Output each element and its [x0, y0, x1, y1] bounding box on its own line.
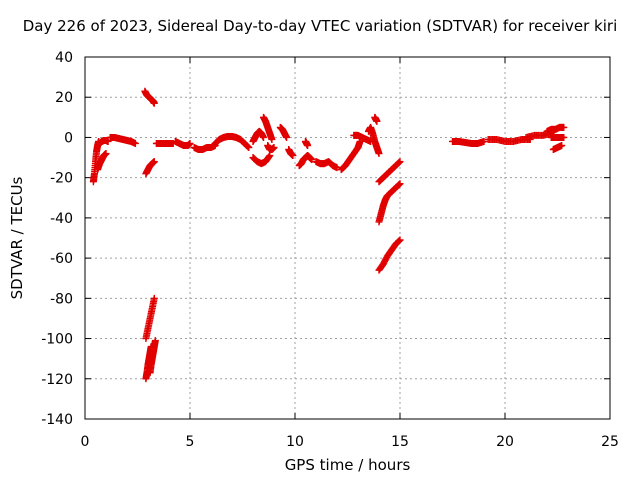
series-arc18 [276, 123, 291, 141]
series-arc16 [260, 113, 276, 143]
data-point [396, 180, 404, 188]
series-arc17 [264, 141, 278, 154]
series-arc21 [302, 137, 312, 149]
series-arc33 [543, 123, 568, 135]
y-axis-label: SDTVAR / TECUs [8, 176, 26, 300]
data-point [304, 141, 312, 149]
series-arc24 [350, 131, 375, 145]
y-tick-label: 0 [64, 130, 73, 146]
data-point [268, 135, 276, 143]
series-arc11 [171, 137, 194, 149]
x-axis-label: GPS time / hours [284, 456, 411, 474]
series-arc25 [365, 123, 383, 158]
x-tick-label: 10 [286, 434, 304, 450]
y-tick-label: -60 [50, 251, 73, 267]
data-point [150, 158, 158, 166]
y-tick-label: -140 [41, 412, 73, 428]
chart-title: Day 226 of 2023, Sidereal Day-to-day VTE… [22, 17, 618, 35]
series-arc4 [106, 133, 139, 147]
grid-lines [85, 57, 610, 419]
series-arc2 [94, 150, 110, 174]
data-point [373, 117, 381, 125]
y-tick-label: -120 [41, 372, 73, 388]
data-point [245, 144, 253, 151]
data-point [560, 123, 568, 131]
series-arc1 [89, 137, 103, 186]
data-point [308, 156, 316, 164]
series-arc23 [337, 137, 364, 174]
y-tick-label: -100 [41, 332, 73, 348]
data-point [289, 152, 297, 160]
data-point [375, 150, 383, 158]
y-tick-label: 40 [55, 50, 73, 66]
data-point [102, 150, 110, 158]
data-point [104, 137, 112, 145]
series-arc5 [141, 87, 158, 107]
x-tick-label: 5 [186, 434, 195, 450]
data-point [266, 152, 274, 160]
series-arc13 [211, 132, 253, 151]
data-point [396, 236, 404, 244]
data-points [89, 87, 568, 383]
data-point [560, 133, 568, 141]
series-arc3 [96, 136, 112, 147]
data-point [260, 133, 267, 141]
series-arc34 [547, 133, 568, 141]
series-arc6 [142, 158, 158, 178]
data-point [480, 137, 488, 145]
y-tick-label: -20 [50, 171, 73, 187]
series-arc26 [371, 113, 381, 125]
data-point [150, 99, 158, 107]
series-arc29 [375, 236, 404, 274]
data-point [151, 337, 159, 345]
series-arc35 [549, 141, 566, 154]
axes: -140 -120 -100 -80 -60 -40 -20 0 20 40 0 5 10 15 20 25 [41, 50, 619, 450]
x-tick-label: 20 [496, 434, 514, 450]
y-tick-label: 20 [55, 90, 73, 106]
series-arc10 [152, 139, 177, 147]
data-point [131, 139, 139, 147]
y-tick-label: -80 [50, 291, 73, 307]
plot-border [84, 56, 611, 420]
data-point [186, 139, 194, 147]
data-point [396, 158, 404, 166]
series-arc8 [142, 294, 158, 343]
series-arc14 [249, 127, 267, 145]
x-tick-label: 25 [601, 434, 619, 450]
series-arc12 [190, 141, 219, 154]
series-arc30 [449, 137, 488, 147]
series-arc28 [375, 180, 404, 226]
series-arc9 [146, 337, 159, 377]
data-point [283, 133, 291, 141]
series-arc20 [295, 152, 316, 170]
x-tick-label: 0 [81, 434, 90, 450]
data-point [150, 294, 158, 302]
series-arc27 [375, 158, 404, 186]
data-point [558, 141, 566, 149]
data-point [270, 144, 278, 151]
y-tick-label: -40 [50, 211, 73, 227]
x-tick-label: 15 [391, 434, 409, 450]
series-arc15 [249, 152, 274, 168]
series-arc19 [285, 146, 297, 160]
series-arc22 [312, 158, 341, 172]
